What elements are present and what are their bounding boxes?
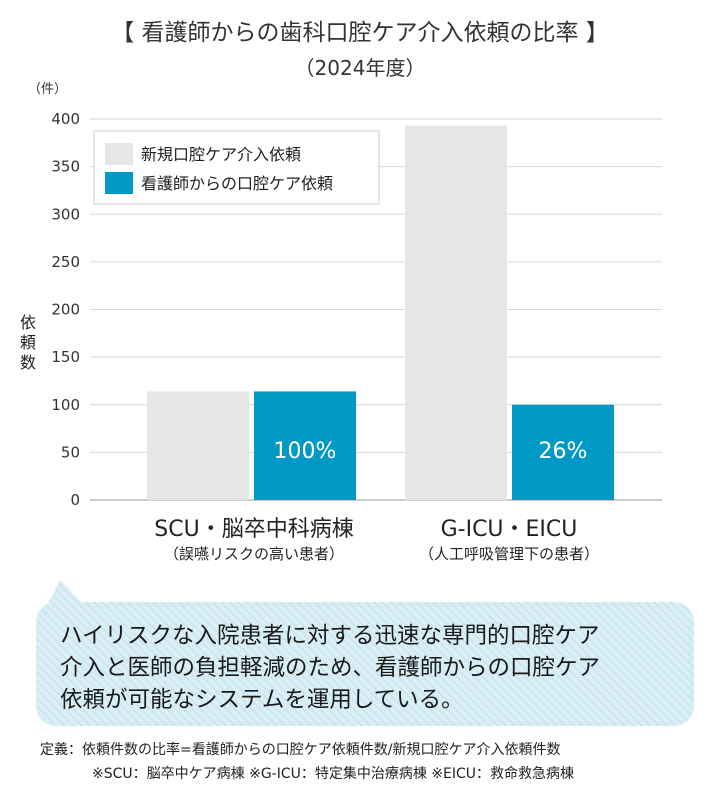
legend-swatch-new-request — [105, 143, 133, 165]
data-labels: 100% 26% — [274, 439, 588, 464]
y-axis-label: 依頼数 — [20, 313, 36, 372]
callout-bubble: ハイリスクな入院患者に対する迅速な専門的口腔ケア 介入と医師の負担軽減のため、看… — [36, 580, 694, 726]
bar-1-1 — [512, 404, 614, 500]
category-label-gicu: G-ICU・EICU — [441, 517, 578, 542]
y-tick-labels: 0 50 100 150 200 250 300 350 400 — [51, 110, 80, 509]
y-tick-150: 150 — [51, 348, 80, 366]
callout-line-3: 依頼が可能なシステムを運用している。 — [60, 687, 464, 713]
y-label-char-0: 依 — [20, 313, 36, 332]
category-sublabel-scu: （誤嚥リスクの高い患者） — [164, 545, 344, 563]
legend-swatch-nurse-request — [105, 172, 133, 194]
bars — [147, 125, 614, 500]
callout-background — [36, 602, 694, 726]
chart-title: 【 看護師からの歯科口腔ケア介入依頼の比率 】 — [111, 20, 609, 46]
y-tick-100: 100 — [51, 396, 80, 414]
bar-1-0 — [405, 125, 507, 500]
data-label-0: 100% — [274, 439, 337, 464]
legend-label-new-request: 新規口腔ケア介入依頼 — [141, 145, 301, 164]
y-tick-350: 350 — [51, 158, 80, 176]
callout-line-1: ハイリスクな入院患者に対する迅速な専門的口腔ケア — [60, 623, 600, 649]
footnote-abbreviations: ※SCU：脳卒中ケア病棟 ※G-ICU：特定集中治療病棟 ※EICU：救命救急病… — [92, 765, 574, 782]
category-sublabel-gicu: （人工呼吸管理下の患者） — [419, 545, 599, 563]
y-tick-50: 50 — [61, 443, 80, 461]
y-label-char-2: 数 — [20, 353, 36, 372]
y-tick-200: 200 — [51, 301, 80, 319]
chart-subtitle: （2024年度） — [295, 56, 426, 80]
data-label-1: 26% — [539, 439, 588, 464]
bar-0-0 — [147, 391, 249, 500]
callout-line-2: 介入と医師の負担軽減のため、看護師からの口腔ケア — [60, 655, 600, 681]
category-label-scu: SCU・脳卒中科病棟 — [154, 517, 353, 542]
legend-label-nurse-request: 看護師からの口腔ケア依頼 — [141, 174, 333, 193]
y-tick-250: 250 — [51, 253, 80, 271]
y-label-char-1: 頼 — [20, 333, 36, 352]
footnote-definition: 定義：依頼件数の比率=看護師からの口腔ケア依頼件数/新規口腔ケア介入依頼件数 — [40, 741, 560, 758]
y-tick-300: 300 — [51, 205, 80, 223]
y-tick-0: 0 — [70, 491, 80, 509]
legend-box — [93, 130, 380, 205]
y-axis-unit: （件） — [28, 82, 67, 97]
bar-0-1 — [254, 391, 356, 500]
y-tick-400: 400 — [51, 110, 80, 128]
legend: 新規口腔ケア介入依頼 看護師からの口腔ケア依頼 — [93, 130, 380, 205]
